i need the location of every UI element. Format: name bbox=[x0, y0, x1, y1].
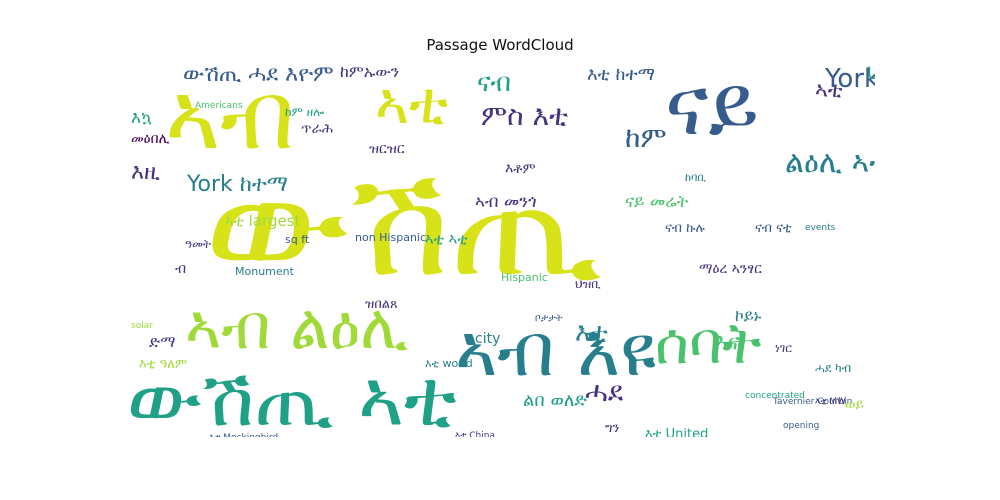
word-cloud: ኣብ ኣቲ ናይ ውሽጢ ኣብ ልዕሊ ውሽጢ ኣቲ ኣብ እዩ ሰባት ውሽጢ… bbox=[125, 62, 875, 437]
cloud-word: ውሽጢ ሓደ እዮም bbox=[183, 62, 334, 87]
cloud-word: ከባቢ bbox=[685, 171, 707, 184]
cloud-word: ከምኡውን bbox=[340, 62, 400, 81]
cloud-word: ኣብ መንጎ bbox=[475, 192, 537, 212]
cloud-word: United States bbox=[867, 64, 875, 84]
cloud-word: ኣቲ ኣቲ bbox=[425, 230, 468, 248]
cloud-word: ኣብ ልዕሊ bbox=[185, 290, 409, 363]
cloud-word: ውሽጢ ኣቲ bbox=[127, 354, 457, 437]
cloud-word: ኣቲ largest bbox=[225, 212, 301, 230]
cloud-word: ግን bbox=[605, 421, 620, 436]
cloud-word: ኣቲ bbox=[815, 78, 843, 103]
cloud-word: Hispanic bbox=[501, 271, 548, 284]
cloud-word: ህዝቢ bbox=[575, 277, 601, 291]
cloud-word: መዕበሊ bbox=[131, 131, 170, 147]
cloud-word: events bbox=[805, 223, 836, 233]
cloud-word: እቲ world bbox=[425, 357, 473, 370]
cloud-word: ኣብ እዩ bbox=[455, 308, 656, 392]
cloud-word: ዝርዝር bbox=[369, 141, 405, 157]
cloud-word: ናብ ናቲ bbox=[755, 221, 792, 236]
cloud-word: ከም bbox=[625, 121, 667, 154]
cloud-word: ዝበልጸ bbox=[365, 297, 398, 312]
cloud-word: እቲ MW bbox=[815, 397, 846, 407]
cloud-word: ከም ዘሎ bbox=[285, 105, 325, 119]
cloud-word: ሓደ bbox=[585, 375, 624, 408]
cloud-word: ኣቲ bbox=[375, 69, 449, 137]
cloud-word: ማዕረ ኣንፃር bbox=[699, 261, 762, 277]
cloud-word: ውሽጢ bbox=[205, 136, 602, 310]
chart-title: Passage WordCloud bbox=[426, 36, 574, 54]
cloud-word: ናብ ኩሉ bbox=[665, 221, 705, 236]
cloud-word: እኳ bbox=[131, 108, 153, 128]
cloud-word: ብ bbox=[175, 261, 187, 277]
cloud-word: እቲ bbox=[575, 318, 608, 348]
cloud-word: ልበ ወለድ bbox=[523, 390, 587, 411]
cloud-word: ናብ bbox=[477, 68, 512, 98]
cloud-word: ልዕሊ ኣቲ bbox=[785, 145, 875, 180]
cloud-word: ወይ bbox=[845, 397, 865, 413]
cloud-word: solar bbox=[131, 321, 153, 331]
cloud-word: Tavernier Courbin bbox=[773, 397, 853, 407]
cloud-word: Monument bbox=[235, 265, 294, 278]
cloud-word: sq ft bbox=[285, 233, 310, 246]
cloud-word: ናይ መሬት bbox=[625, 192, 689, 212]
cloud-word: እቲ China bbox=[455, 431, 495, 438]
cloud-word: ቦታታት bbox=[535, 313, 563, 324]
cloud-word: non Hispanic bbox=[355, 231, 427, 244]
cloud-word: ኣብ bbox=[165, 62, 295, 171]
cloud-word: ጥራሕ bbox=[301, 121, 334, 137]
cloud-word: እና bbox=[715, 330, 740, 355]
cloud-word: ዓመት bbox=[185, 237, 212, 251]
cloud-word: እቲ ዓለም bbox=[139, 357, 188, 372]
cloud-word: ናይ bbox=[665, 62, 759, 154]
cloud-word: ነገር bbox=[775, 341, 792, 355]
cloud-word: ምስ እቲ bbox=[481, 99, 568, 132]
cloud-word: እቶም bbox=[505, 161, 536, 177]
cloud-word: እቲ ከተማ bbox=[587, 64, 655, 85]
cloud-word: እዚ bbox=[131, 160, 160, 185]
cloud-word: ድማ bbox=[149, 332, 176, 351]
cloud-word: Americans bbox=[195, 101, 243, 111]
cloud-word: እቲ Mockingbird bbox=[209, 434, 278, 438]
cloud-word: York bbox=[825, 64, 875, 94]
cloud-word: opening bbox=[783, 421, 820, 431]
cloud-word: እቲ United bbox=[645, 427, 709, 437]
cloud-word: York ከተማ bbox=[187, 172, 288, 197]
cloud-word: ሓደ ካብ bbox=[815, 361, 852, 375]
cloud-word: concentrated bbox=[745, 391, 805, 401]
cloud-word: ኮይኑ bbox=[735, 306, 762, 325]
cloud-word: ሰባት bbox=[655, 309, 762, 377]
cloud-word: city bbox=[475, 331, 501, 347]
